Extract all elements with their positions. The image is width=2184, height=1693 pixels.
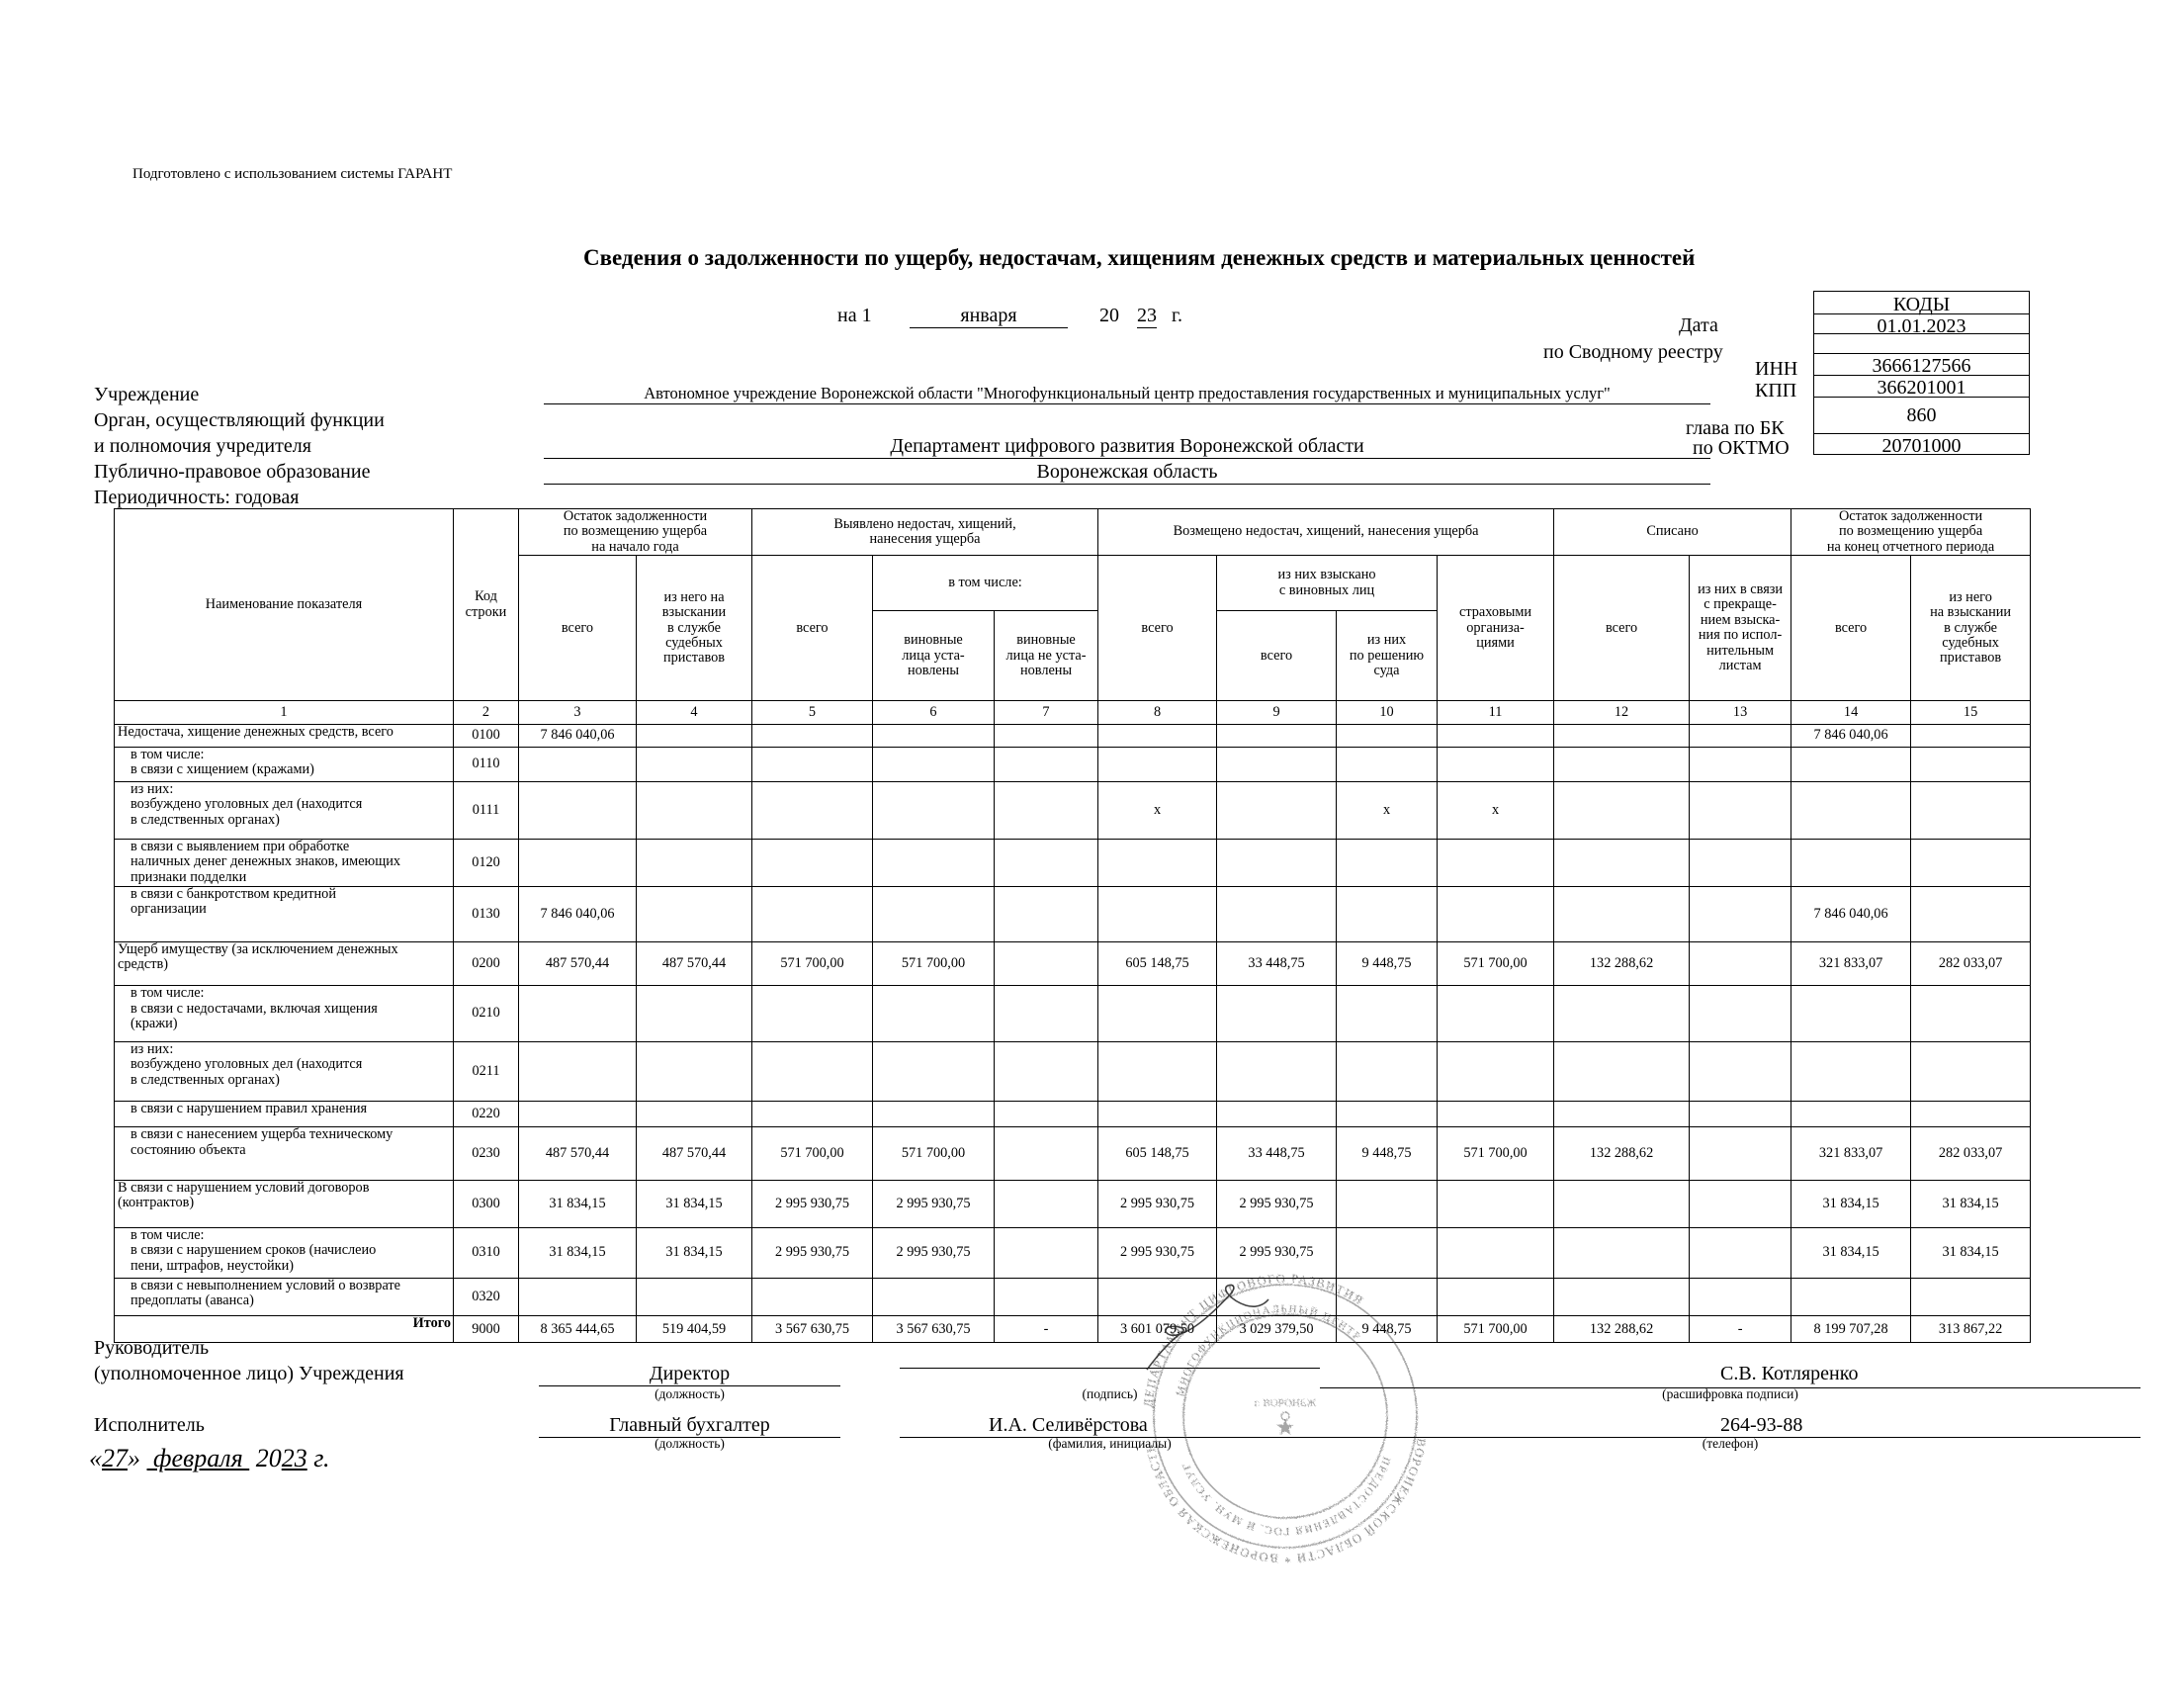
svg-text:г. ВОРОНЕЖ: г. ВОРОНЕЖ	[1255, 1397, 1317, 1409]
svg-text:МНОГОФУНКЦИОНАЛЬНЫЙ ЦЕНТР: МНОГОФУНКЦИОНАЛЬНЫЙ ЦЕНТР	[1175, 1303, 1363, 1397]
svg-text:★: ★	[1276, 1417, 1294, 1439]
svg-text:ДЕПАРТАМЕНТ ЦИФРОВОГО РАЗВИТИЯ: ДЕПАРТАМЕНТ ЦИФРОВОГО РАЗВИТИЯ	[1141, 1272, 1366, 1408]
